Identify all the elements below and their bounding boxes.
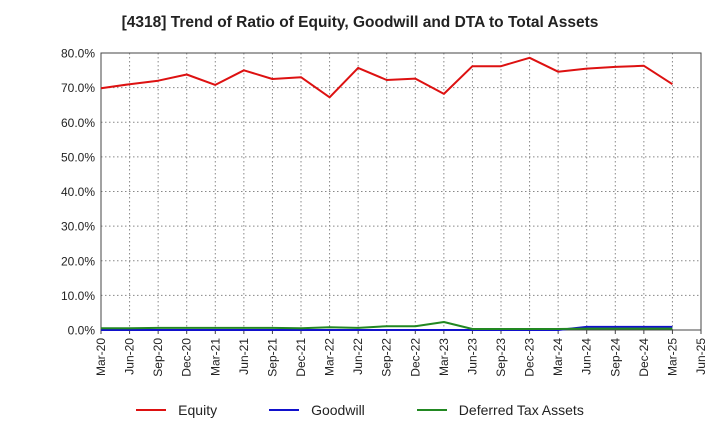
legend-item-deferred-tax-assets[interactable]: Deferred Tax Assets (416, 402, 584, 418)
series-line-deferred-tax-assets (101, 321, 673, 330)
x-tick-label: Mar-21 (208, 338, 222, 376)
y-tick-label: 30.0% (61, 220, 95, 234)
x-tick-label: Dec-23 (523, 338, 537, 377)
legend-label-deferred-tax-assets: Deferred Tax Assets (458, 402, 584, 418)
legend-item-equity[interactable]: Equity (136, 402, 217, 418)
x-tick-label: Dec-24 (637, 338, 651, 377)
x-tick-label: Jun-21 (237, 338, 251, 375)
x-tick-label: Sep-22 (380, 338, 394, 377)
x-tick-label: Jun-24 (580, 338, 594, 375)
x-tick-label: Mar-22 (323, 338, 337, 376)
legend-label-goodwill: Goodwill (311, 402, 365, 418)
x-tick-label: Mar-23 (437, 338, 451, 376)
y-tick-label: 0.0% (68, 324, 96, 338)
x-tick-label: Sep-20 (151, 338, 165, 377)
legend-label-equity: Equity (178, 402, 218, 418)
y-tick-label: 50.0% (61, 150, 95, 164)
chart-title: [4318] Trend of Ratio of Equity, Goodwil… (121, 14, 599, 31)
chart-legend: Equity Goodwill Deferred Tax Assets (0, 402, 720, 418)
x-tick-label: Sep-23 (494, 338, 508, 377)
x-tick-label: Sep-21 (265, 338, 279, 377)
x-tick-label: Mar-24 (551, 338, 565, 376)
x-tick-label: Dec-21 (294, 338, 308, 377)
y-tick-label: 20.0% (61, 254, 95, 268)
y-tick-label: 70.0% (61, 81, 95, 95)
x-tick-label: Mar-25 (665, 338, 679, 376)
x-tick-label: Jun-20 (123, 338, 137, 375)
y-tick-label: 10.0% (61, 289, 95, 303)
x-tick-label: Dec-20 (180, 338, 194, 377)
legend-swatch-equity (136, 409, 167, 411)
legend-swatch-goodwill (269, 409, 300, 411)
legend-swatch-deferred-tax-assets (416, 409, 447, 411)
x-tick-label: Sep-24 (608, 338, 622, 377)
x-tick-label: Mar-20 (94, 338, 108, 376)
x-tick-label: Dec-22 (408, 338, 422, 377)
y-tick-label: 80.0% (61, 47, 95, 61)
series-line-equity (100, 56, 673, 99)
legend-item-goodwill[interactable]: Goodwill (269, 402, 365, 418)
x-tick-label: Jun-23 (465, 338, 479, 375)
x-tick-label: Jun-22 (351, 338, 365, 375)
y-tick-label: 60.0% (61, 116, 95, 130)
x-tick-label: Jun-25 (694, 338, 708, 375)
y-tick-label: 40.0% (61, 185, 95, 199)
